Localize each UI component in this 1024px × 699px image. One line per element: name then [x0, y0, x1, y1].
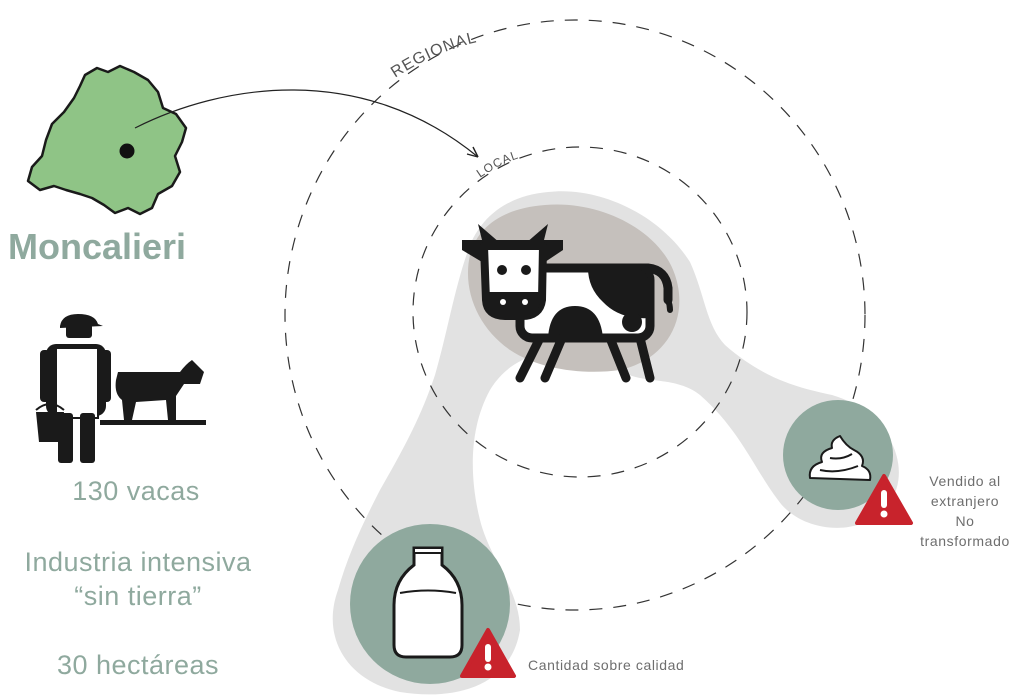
sold-line-3: No — [955, 513, 975, 529]
sold-line-4: transformado — [920, 533, 1010, 549]
local-label-text: LOCAL — [474, 148, 520, 181]
cow-icon — [462, 224, 673, 383]
flow-arrowhead — [466, 146, 479, 158]
local-ring — [412, 146, 748, 478]
industry-line-1: Industria intensiva — [24, 547, 252, 577]
cow-count: 130 vacas — [72, 476, 200, 506]
local-ring-label: LOCAL — [474, 148, 521, 181]
regional-label-text: REGIONAL — [388, 29, 478, 81]
warning-triangle-icon — [460, 628, 516, 678]
industry-type: Industria intensiva “sin tierra” — [0, 545, 276, 613]
sold-abroad-note: Vendido al extranjero No transformado — [906, 471, 1024, 551]
warning-triangle-icon — [855, 474, 913, 525]
region-map-icon — [26, 64, 188, 216]
farmer-with-cow-icon — [35, 314, 206, 463]
location-dot — [119, 143, 135, 159]
quantity-note: Cantidad sobre calidad — [528, 657, 685, 673]
regional-ring — [284, 19, 866, 611]
industry-line-2: “sin tierra” — [74, 581, 202, 611]
sold-line-2: extranjero — [930, 493, 1000, 509]
milk-bottle-icon — [392, 546, 464, 659]
flow-arrow — [134, 89, 479, 158]
whipped-cream-icon — [808, 435, 872, 481]
regional-ring-label: REGIONAL — [388, 29, 479, 81]
city-name: Moncalieri — [8, 226, 187, 267]
hectares: 30 hectáreas — [56, 650, 220, 680]
sold-line-1: Vendido al — [929, 473, 1001, 489]
